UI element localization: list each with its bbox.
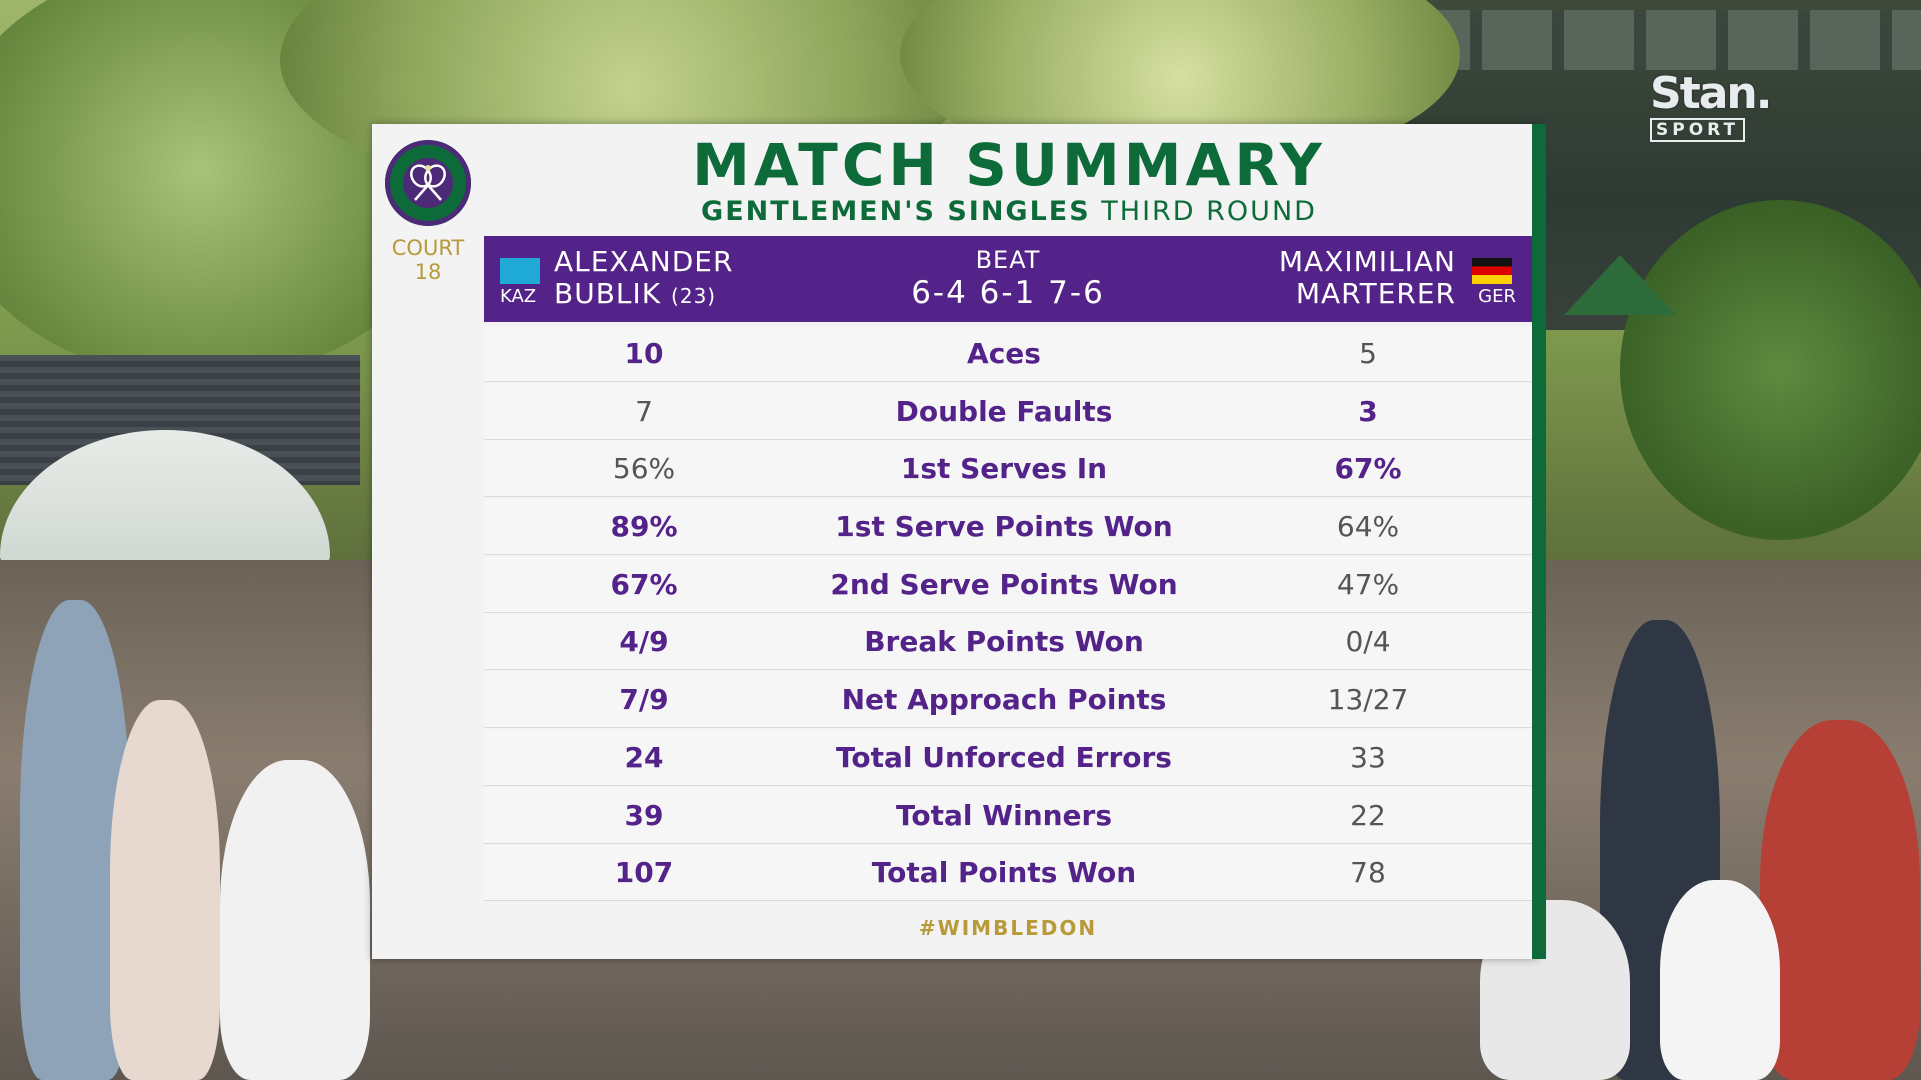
stat-left-value: 56% [612,452,676,486]
stat-right-value: 0/4 [1345,625,1391,659]
stat-right-value: 13/27 [1327,683,1409,717]
stat-label: 1st Serves In [900,452,1108,486]
stat-row: 89% 1st Serve Points Won 64% [484,499,1532,555]
stan-sport-logo: Stan. SPORT [1650,68,1772,142]
stat-right-value: 33 [1350,740,1386,774]
stat-right-value: 64% [1336,510,1400,544]
stat-row: 56% 1st Serves In 67% [484,441,1532,497]
left-player-name: ALEXANDER BUBLIK (23) [554,245,734,310]
stat-row: 67% 2nd Serve Points Won 47% [484,556,1532,612]
stat-row: 107 Total Points Won 78 [484,845,1532,901]
panel-accent-bar [1532,124,1546,959]
stat-right-value: 3 [1358,394,1378,428]
stat-left-value: 7/9 [619,683,669,717]
stat-right-value: 67% [1334,452,1402,486]
germany-flag-icon [1472,258,1512,284]
stat-left-value: 39 [624,798,664,832]
right-country-code: GER [1478,286,1516,307]
stat-label: Total Unforced Errors [836,740,1172,774]
stat-left-value: 107 [614,856,674,890]
players-header: KAZ ALEXANDER BUBLIK (23) BEAT 6-4 6-1 7… [484,236,1532,322]
stat-row: 10 Aces 5 [484,326,1532,381]
seed: (23) [671,284,717,308]
stat-label: Break Points Won [864,625,1144,659]
hashtag: #WIMBLEDON [918,916,1098,940]
stat-label: Total Winners [895,798,1113,832]
stat-left-value: 24 [624,740,664,774]
stat-left-value: 10 [624,337,664,370]
match-score: 6-4 6-1 7-6 [911,275,1105,311]
round-subtitle: GENTLEMEN'S SINGLES THIRD ROUND [701,196,1317,227]
stat-row: 24 Total Unforced Errors 33 [484,729,1532,785]
stat-row: 7 Double Faults 3 [484,383,1532,439]
stat-row: 39 Total Winners 22 [484,787,1532,843]
stat-left-value: 4/9 [619,625,669,659]
stats-table: 10 Aces 5 7 Double Faults 3 56% 1st Serves In 67… [484,326,1532,903]
wimbledon-crest-icon [385,140,471,226]
stat-label: Aces [967,337,1041,370]
stat-left-value: 7 [635,394,653,428]
right-player-name: MAXIMILIAN MARTERER [1278,245,1456,310]
kazakhstan-flag-icon [500,258,540,284]
stat-label: 1st Serve Points Won [835,510,1173,544]
stat-row: 4/9 Break Points Won 0/4 [484,614,1532,670]
stat-left-value: 67% [610,567,678,601]
stat-right-value: 5 [1359,337,1377,370]
stat-label: Total Points Won [871,856,1137,890]
court-label: COURT 18 [391,236,465,284]
stat-label: Double Faults [895,394,1113,428]
left-country-code: KAZ [500,286,537,307]
stat-right-value: 22 [1350,798,1386,832]
stat-right-value: 47% [1336,567,1400,601]
stat-right-value: 78 [1350,856,1386,890]
stat-label: 2nd Serve Points Won [830,567,1178,601]
stat-left-value: 89% [610,510,678,544]
match-result: BEAT 6-4 6-1 7-6 [868,246,1148,312]
page-title: MATCH SUMMARY [692,131,1326,199]
